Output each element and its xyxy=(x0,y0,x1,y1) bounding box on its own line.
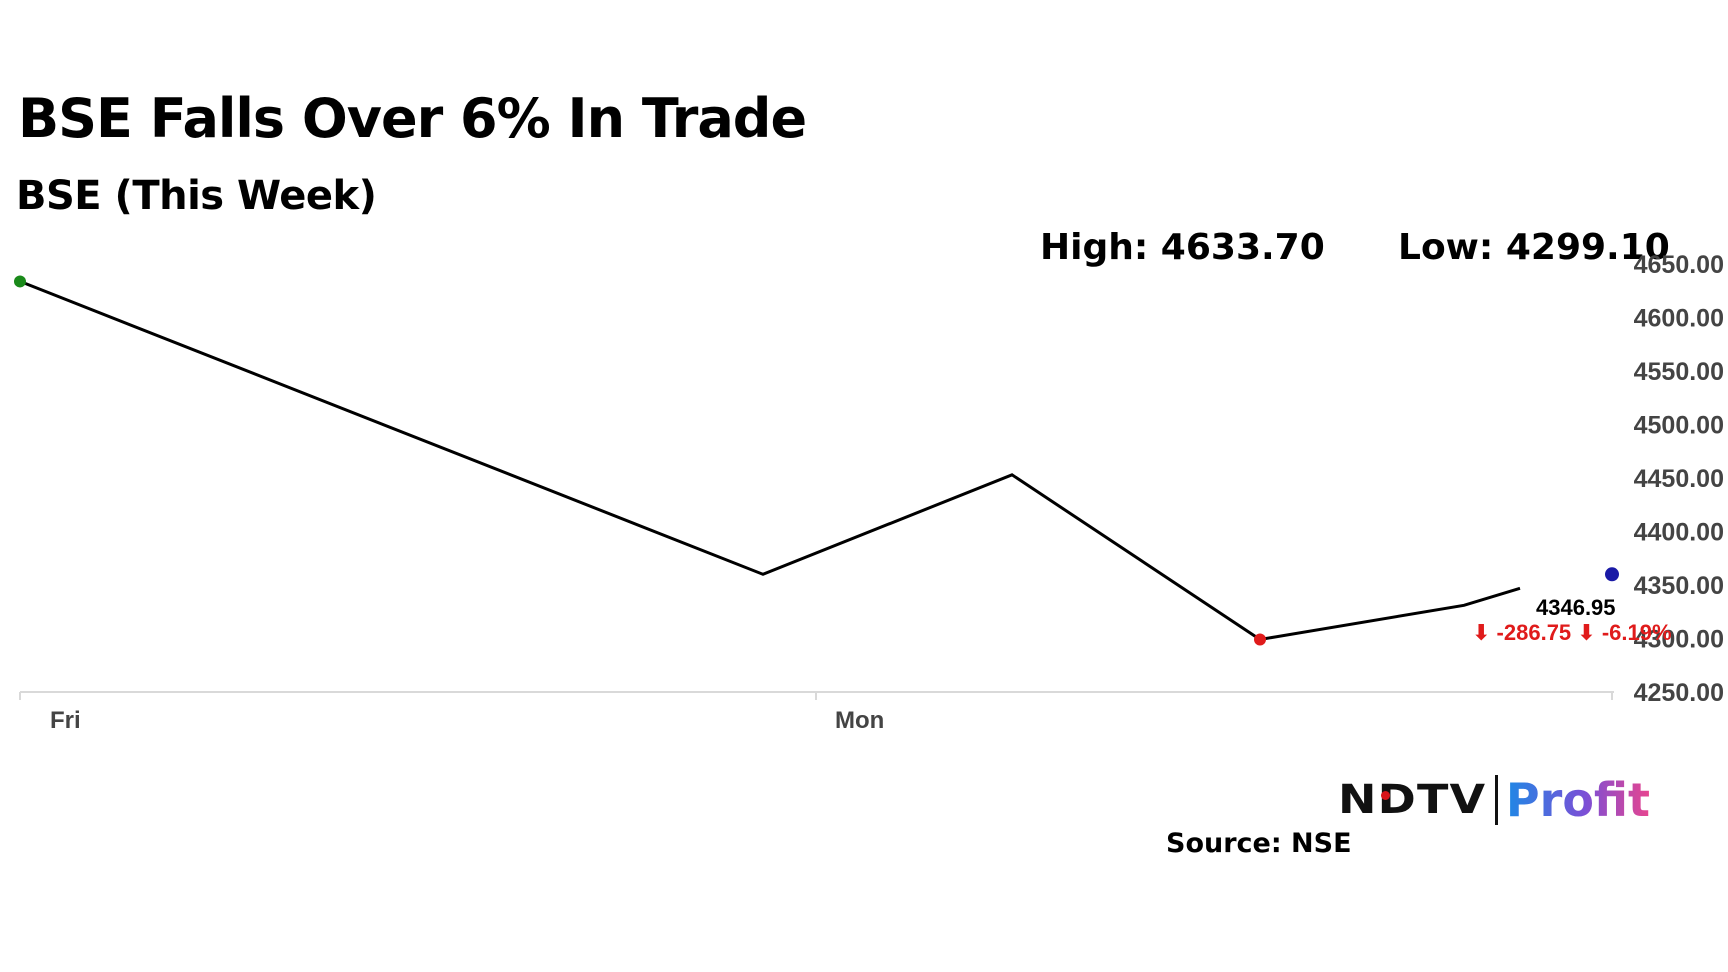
y-tick-label: 4300.00 xyxy=(1634,626,1724,654)
x-tick-label: Mon xyxy=(835,707,884,734)
logo-profit-text: Profit xyxy=(1505,773,1651,827)
y-tick-label: 4400.00 xyxy=(1634,519,1724,547)
low-stat: Low: 4299.10 xyxy=(1398,227,1670,268)
logo-ndtv-text: NDTV xyxy=(1338,777,1487,823)
change-label: ⬇ -286.75 ⬇ -6.19% xyxy=(1472,620,1672,645)
x-axis: Fri Mon xyxy=(19,691,1614,734)
subtitle: BSE (This Week) xyxy=(16,173,377,219)
y-tick-label: 4600.00 xyxy=(1634,305,1724,333)
last-value-label: 4346.95 xyxy=(1536,595,1616,620)
logo-red-dot xyxy=(1381,791,1390,800)
series-group xyxy=(19,280,1521,642)
ndtv-profit-logo: NDTV Profit xyxy=(1338,772,1650,828)
y-tick-label: 4650.00 xyxy=(1634,251,1724,279)
value-labels: 4346.95⬇ -286.75 ⬇ -6.19% xyxy=(1472,595,1672,645)
y-axis: 4650.00 4600.00 4550.00 4500.00 4450.00 4400.… xyxy=(1634,251,1724,707)
source-note: Source: NSE xyxy=(1166,828,1352,859)
high-stat: High: 4633.70 xyxy=(1040,227,1325,268)
y-tick-label: 4450.00 xyxy=(1634,465,1724,493)
headline: BSE Falls Over 6% In Trade xyxy=(18,87,807,150)
end-marker xyxy=(1605,567,1619,582)
logo-divider xyxy=(1494,775,1498,825)
series-line xyxy=(19,280,1521,642)
start-marker xyxy=(14,275,26,288)
y-tick-label: 4350.00 xyxy=(1634,572,1724,600)
x-tick-label: Fri xyxy=(50,707,81,734)
y-tick-label: 4250.00 xyxy=(1634,679,1724,707)
low-marker xyxy=(1254,633,1266,646)
y-tick-label: 4550.00 xyxy=(1634,358,1724,386)
markers-group xyxy=(14,275,1619,646)
y-tick-label: 4500.00 xyxy=(1634,412,1724,440)
